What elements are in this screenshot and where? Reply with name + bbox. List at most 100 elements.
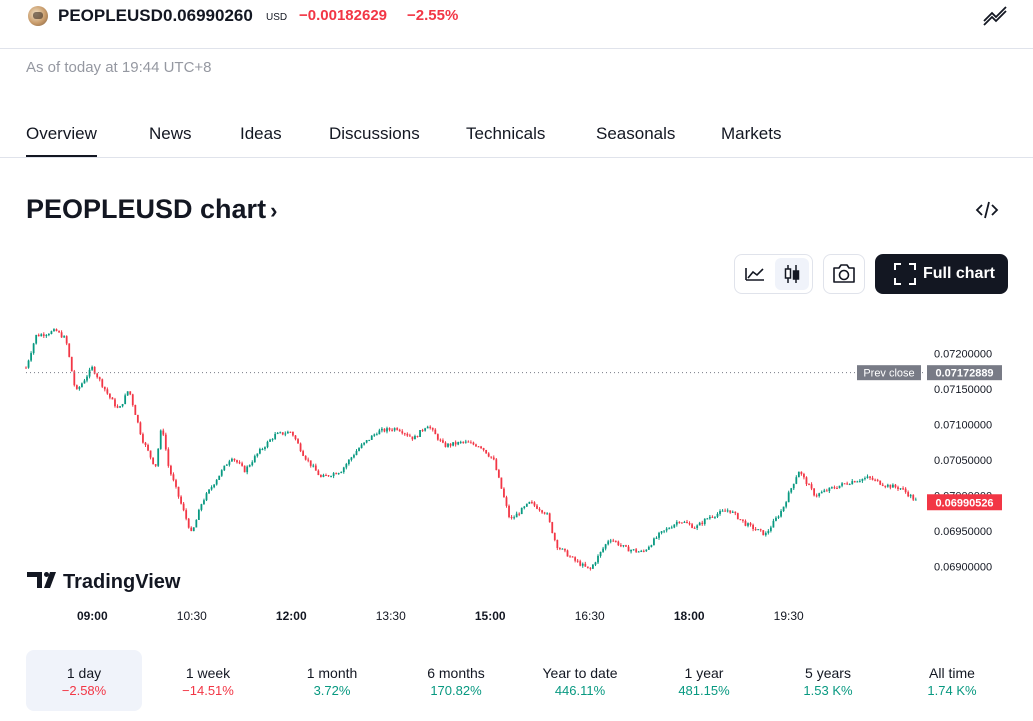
tab-markets[interactable]: Markets bbox=[721, 124, 782, 143]
candle-body bbox=[190, 527, 193, 531]
candle-body bbox=[589, 567, 592, 569]
range-button[interactable]: 6 months 170.82% bbox=[398, 650, 514, 711]
candle-body bbox=[744, 520, 747, 526]
candle-body bbox=[96, 373, 99, 378]
candle-body bbox=[543, 512, 546, 514]
candle-body bbox=[902, 488, 904, 490]
price-chart[interactable]: 0.07200000 0.07150000 0.07100000 0.07050000… bbox=[0, 305, 1033, 630]
candle-body bbox=[70, 356, 73, 372]
candle-body bbox=[225, 464, 228, 466]
as-of-timestamp: As of today at 19:44 UTC+8 bbox=[26, 59, 212, 76]
candle-body bbox=[406, 433, 409, 436]
candle-body bbox=[777, 516, 780, 518]
tab-news[interactable]: News bbox=[149, 124, 192, 143]
candle-body bbox=[571, 556, 574, 558]
candle-body bbox=[464, 441, 467, 443]
candle-body bbox=[223, 465, 226, 471]
tab-seasonals[interactable]: Seasonals bbox=[596, 124, 676, 143]
candle-body bbox=[726, 510, 729, 512]
candle-body bbox=[564, 548, 566, 551]
candle-body bbox=[370, 435, 373, 440]
range-button[interactable]: 1 year 481.15% bbox=[646, 650, 762, 711]
candle-body bbox=[708, 516, 711, 519]
candle-body bbox=[124, 395, 127, 404]
candle-body bbox=[894, 484, 897, 488]
range-button[interactable]: All time 1.74 K% bbox=[894, 650, 1010, 711]
candle-body bbox=[286, 431, 289, 434]
candle-body bbox=[442, 440, 444, 443]
candle-body bbox=[767, 530, 770, 533]
candle-body bbox=[630, 549, 632, 552]
candle-body bbox=[739, 519, 742, 521]
chart-title-link[interactable]: PEOPLEUSD chart › bbox=[26, 194, 277, 225]
range-change: 481.15% bbox=[678, 683, 730, 698]
range-change: −14.51% bbox=[182, 683, 234, 698]
candle-body bbox=[820, 492, 823, 494]
candle-body bbox=[187, 518, 190, 528]
candle-body bbox=[462, 441, 465, 443]
candle-body bbox=[566, 550, 569, 557]
area-chart-button[interactable] bbox=[738, 258, 772, 290]
candle-body bbox=[825, 490, 828, 492]
range-button[interactable]: Year to date 446.11% bbox=[522, 650, 638, 711]
candle-body bbox=[340, 472, 343, 474]
range-button[interactable]: 1 day −2.58% bbox=[26, 650, 142, 711]
tab-overview[interactable]: Overview bbox=[26, 124, 97, 157]
candle-body bbox=[907, 492, 910, 497]
candle-body bbox=[93, 366, 96, 374]
candle-body bbox=[899, 488, 902, 490]
candle-body bbox=[724, 510, 727, 512]
candle-body bbox=[220, 470, 223, 476]
tab-technicals[interactable]: Technicals bbox=[466, 124, 546, 143]
candle-body bbox=[828, 487, 831, 492]
candle-body bbox=[495, 459, 498, 471]
candle-body bbox=[475, 444, 477, 447]
candle-body bbox=[444, 442, 447, 447]
candle-body bbox=[131, 394, 134, 406]
candle-body bbox=[612, 540, 615, 542]
candle-body bbox=[208, 489, 210, 494]
range-button[interactable]: 5 years 1.53 K% bbox=[770, 650, 886, 711]
candle-body bbox=[736, 513, 739, 520]
candle-body bbox=[569, 556, 571, 558]
candle-body bbox=[83, 380, 86, 384]
candle-body bbox=[500, 477, 503, 489]
candle-body bbox=[881, 484, 884, 486]
range-change: −2.58% bbox=[61, 683, 107, 698]
candle-body bbox=[436, 434, 439, 440]
candle-body bbox=[586, 566, 589, 568]
range-label: 6 months bbox=[427, 665, 485, 681]
candle-body bbox=[81, 383, 83, 388]
tab-ideas[interactable]: Ideas bbox=[240, 124, 282, 143]
candles-chart-button[interactable] bbox=[775, 258, 809, 290]
candle-body bbox=[769, 527, 772, 531]
candle-body bbox=[330, 476, 332, 478]
candle-body bbox=[909, 495, 912, 497]
tab-discussions[interactable]: Discussions bbox=[329, 124, 420, 143]
candle-body bbox=[424, 428, 427, 431]
candle-body bbox=[182, 503, 185, 511]
candle-body bbox=[144, 442, 147, 446]
full-chart-button[interactable]: Full chart bbox=[875, 254, 1008, 294]
candle-body bbox=[818, 493, 821, 496]
candle-body bbox=[40, 334, 43, 337]
candle-body bbox=[485, 450, 488, 454]
candle-body bbox=[30, 353, 32, 361]
range-button[interactable]: 1 week −14.51% bbox=[150, 650, 266, 711]
range-button[interactable]: 1 month 3.72% bbox=[274, 650, 390, 711]
candle-body bbox=[853, 481, 856, 483]
candle-body bbox=[452, 442, 454, 446]
candle-body bbox=[419, 430, 421, 437]
candle-body bbox=[294, 435, 297, 440]
candle-body bbox=[271, 438, 274, 440]
trend-lines-icon[interactable] bbox=[982, 5, 1008, 27]
candle-body bbox=[320, 475, 322, 477]
candle-body bbox=[579, 561, 582, 566]
candle-body bbox=[241, 463, 243, 466]
snapshot-button[interactable] bbox=[823, 254, 865, 294]
candle-body bbox=[63, 336, 66, 338]
candle-body bbox=[803, 474, 805, 478]
x-axis: 09:00 10:30 12:00 13:30 15:00 16:30 18:00 19:30 bbox=[77, 609, 804, 623]
candle-body bbox=[342, 467, 345, 473]
embed-code-icon[interactable] bbox=[975, 199, 999, 221]
